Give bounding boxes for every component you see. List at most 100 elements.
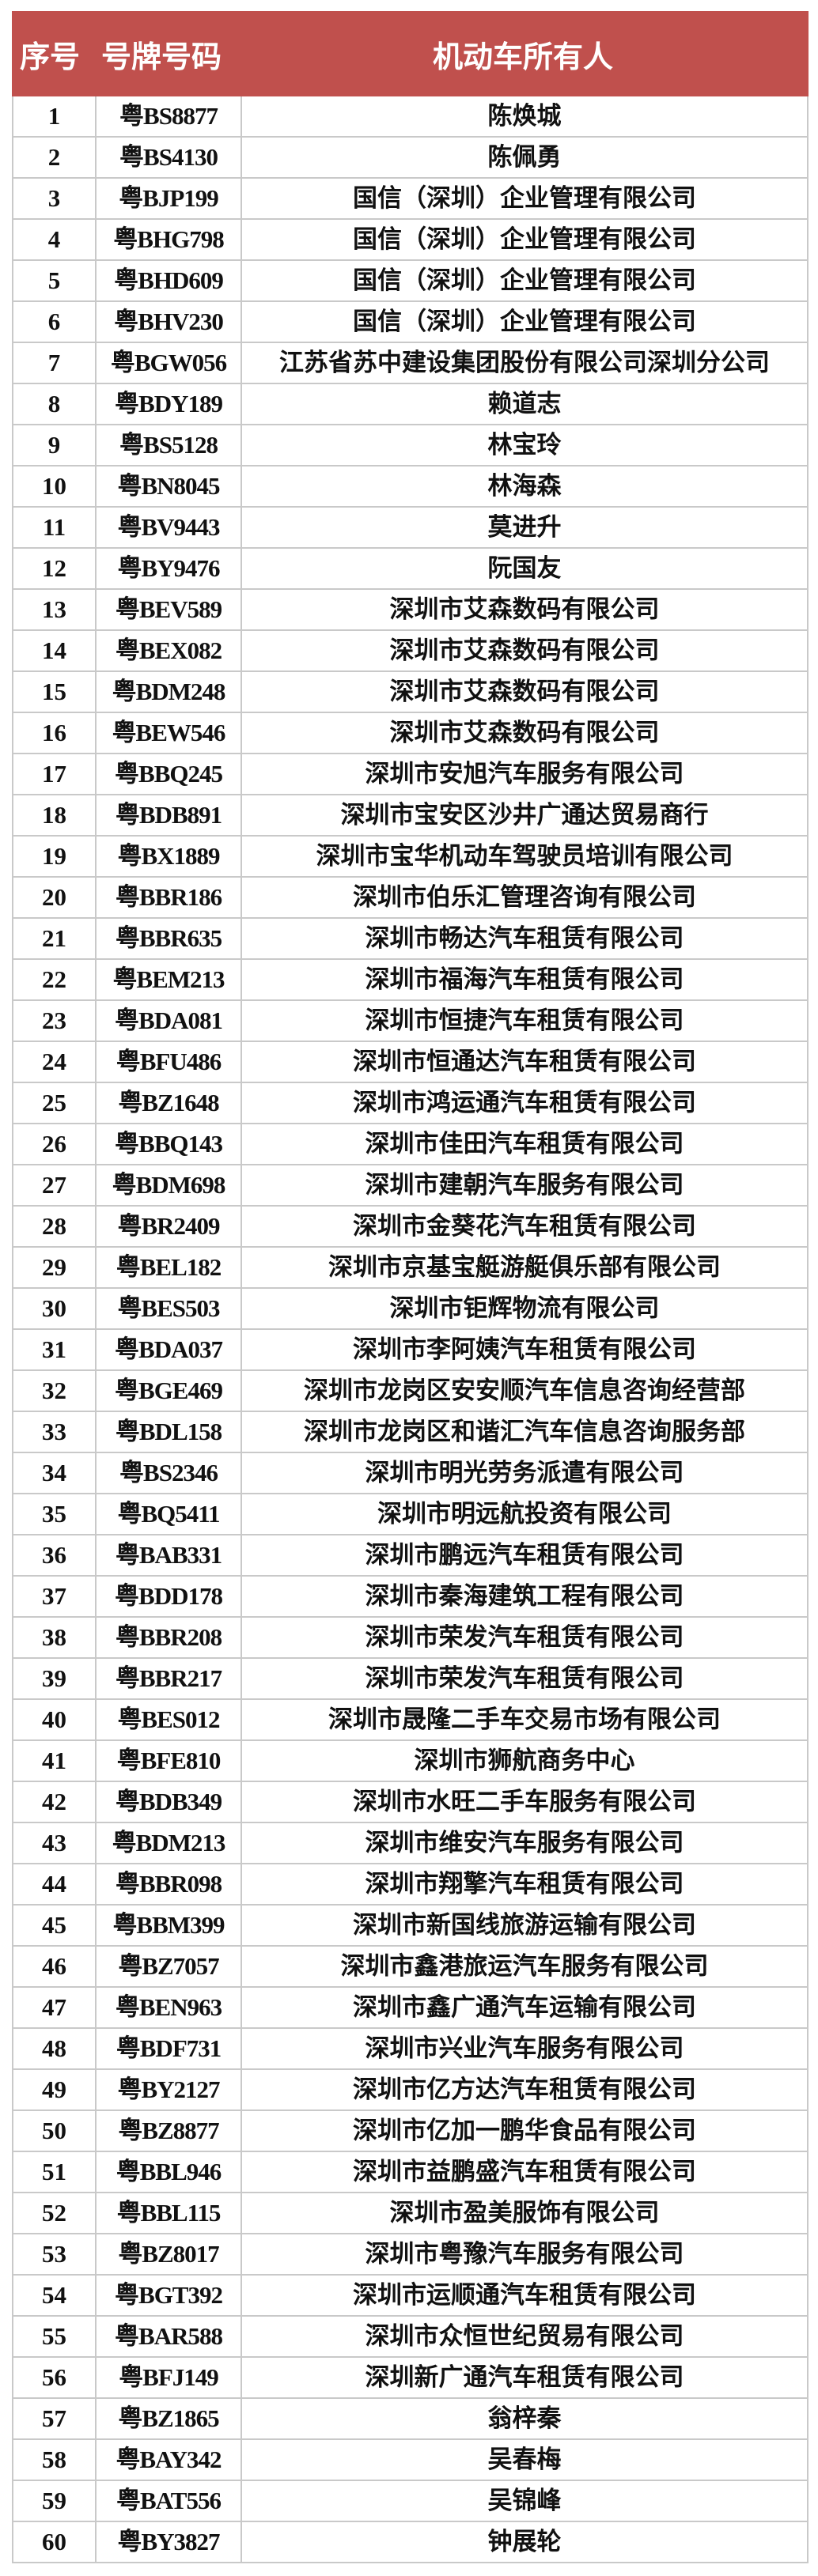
cell-owner: 深圳市艾森数码有限公司 [389, 636, 660, 664]
cell-index: 47 [13, 1988, 97, 2027]
cell-plate-number: 粤BY9476 [97, 549, 242, 588]
cell-owner: 深圳市宝华机动车驾驶员培训有限公司 [316, 842, 733, 870]
cell-plate-number: 粤BZ8877 [97, 2111, 242, 2151]
cell-owner: 深圳市龙岗区和谐汇汽车信息咨询服务部 [304, 1418, 745, 1445]
cell-plate-number: 粤BY3827 [97, 2522, 242, 2562]
cell-owner: 深圳市晟隆二手车交易市场有限公司 [328, 1705, 721, 1733]
cell-plate-number: 粤BN8045 [97, 466, 242, 506]
table-row: 18 粤BDB891 深圳市宝安区沙井广通达贸易商行 [13, 795, 807, 837]
cell-plate-number: 粤BZ7057 [97, 1947, 242, 1986]
cell-plate-number: 粤BDY189 [97, 384, 242, 424]
table-row: 34 粤BS2346 深圳市明光劳务派遣有限公司 [13, 1453, 807, 1494]
table-row: 60 粤BY3827 钟展轮 [13, 2522, 807, 2563]
cell-index: 56 [13, 2358, 97, 2397]
table-row: 43 粤BDM213 深圳市维安汽车服务有限公司 [13, 1823, 807, 1864]
table-row: 59 粤BAT556 吴锦峰 [13, 2481, 807, 2522]
table-row: 54 粤BGT392 深圳市运顺通汽车租赁有限公司 [13, 2276, 807, 2317]
cell-index: 48 [13, 2029, 97, 2068]
cell-owner: 深圳市狮航商务中心 [414, 1747, 635, 1774]
cell-index: 6 [13, 302, 97, 342]
cell-plate-number: 粤BAY342 [97, 2440, 242, 2480]
cell-plate-number: 粤BEN963 [97, 1988, 242, 2027]
cell-plate-number: 粤BJP199 [97, 179, 242, 218]
cell-plate-number: 粤BHG798 [97, 220, 242, 259]
table-row: 5 粤BHD609 国信（深圳）企业管理有限公司 [13, 261, 807, 302]
cell-index: 52 [13, 2193, 97, 2233]
cell-owner: 深圳市兴业汽车服务有限公司 [365, 2034, 684, 2062]
cell-owner: 翁梓秦 [487, 2404, 562, 2432]
cell-index: 29 [13, 1248, 97, 1287]
cell-plate-number: 粤BAR588 [97, 2317, 242, 2356]
cell-index: 4 [13, 220, 97, 259]
cell-owner: 深圳市伯乐汇管理咨询有限公司 [353, 883, 696, 911]
header-plate-number: 号牌号码 [101, 40, 222, 74]
table-row: 40 粤BES012 深圳市晟隆二手车交易市场有限公司 [13, 1700, 807, 1741]
cell-index: 5 [13, 261, 97, 300]
table-row: 46 粤BZ7057 深圳市鑫港旅运汽车服务有限公司 [13, 1947, 807, 1988]
table-row: 16 粤BEW546 深圳市艾森数码有限公司 [13, 713, 807, 754]
table-row: 41 粤BFE810 深圳市狮航商务中心 [13, 1741, 807, 1782]
table-row: 31 粤BDA037 深圳市李阿姨汽车租赁有限公司 [13, 1330, 807, 1371]
table-row: 42 粤BDB349 深圳市水旺二手车服务有限公司 [13, 1782, 807, 1823]
cell-index: 8 [13, 384, 97, 424]
cell-plate-number: 粤BX1889 [97, 837, 242, 876]
cell-index: 46 [13, 1947, 97, 1986]
table-row: 3 粤BJP199 国信（深圳）企业管理有限公司 [13, 179, 807, 220]
table-row: 2 粤BS4130 陈佩勇 [13, 138, 807, 179]
cell-index: 21 [13, 919, 97, 958]
table-row: 51 粤BBL946 深圳市益鹏盛汽车租赁有限公司 [13, 2152, 807, 2193]
table-row: 57 粤BZ1865 翁梓秦 [13, 2399, 807, 2440]
cell-index: 18 [13, 795, 97, 835]
cell-owner: 深圳市畅达汽车租赁有限公司 [365, 924, 684, 952]
cell-index: 41 [13, 1741, 97, 1781]
cell-index: 17 [13, 754, 97, 794]
cell-plate-number: 粤BDB349 [97, 1782, 242, 1822]
cell-owner: 吴春梅 [487, 2446, 562, 2473]
table-row: 37 粤BDD178 深圳市秦海建筑工程有限公司 [13, 1577, 807, 1618]
cell-plate-number: 粤BDM248 [97, 672, 242, 712]
table-row: 8 粤BDY189 赖道志 [13, 384, 807, 425]
cell-index: 2 [13, 138, 97, 177]
cell-owner: 深圳市鹏远汽车租赁有限公司 [365, 1541, 684, 1569]
cell-index: 28 [13, 1207, 97, 1246]
cell-plate-number: 粤BHD609 [97, 261, 242, 300]
table-row: 44 粤BBR098 深圳市翔擎汽车租赁有限公司 [13, 1864, 807, 1906]
cell-index: 38 [13, 1618, 97, 1657]
table-row: 26 粤BBQ143 深圳市佳田汽车租赁有限公司 [13, 1124, 807, 1165]
table-row: 30 粤BES503 深圳市钜辉物流有限公司 [13, 1289, 807, 1330]
cell-index: 27 [13, 1165, 97, 1205]
cell-owner: 国信（深圳）企业管理有限公司 [353, 308, 696, 335]
table-row: 6 粤BHV230 国信（深圳）企业管理有限公司 [13, 302, 807, 343]
table-row: 21 粤BBR635 深圳市畅达汽车租赁有限公司 [13, 919, 807, 960]
cell-owner: 深圳市维安汽车服务有限公司 [365, 1829, 684, 1856]
cell-plate-number: 粤BDF731 [97, 2029, 242, 2068]
cell-owner: 陈佩勇 [487, 143, 562, 171]
cell-owner: 深圳市翔擎汽车租赁有限公司 [365, 1870, 684, 1898]
cell-plate-number: 粤BEL182 [97, 1248, 242, 1287]
cell-plate-number: 粤BBR217 [97, 1659, 242, 1698]
table-row: 15 粤BDM248 深圳市艾森数码有限公司 [13, 672, 807, 713]
cell-index: 39 [13, 1659, 97, 1698]
cell-index: 24 [13, 1042, 97, 1082]
cell-plate-number: 粤BDA081 [97, 1001, 242, 1041]
table-row: 13 粤BEV589 深圳市艾森数码有限公司 [13, 590, 807, 631]
cell-plate-number: 粤BEW546 [97, 713, 242, 753]
cell-index: 9 [13, 425, 97, 465]
table-row: 56 粤BFJ149 深圳新广通汽车租赁有限公司 [13, 2358, 807, 2399]
cell-owner: 深圳市佳田汽车租赁有限公司 [365, 1130, 684, 1158]
cell-owner: 深圳市安旭汽车服务有限公司 [365, 760, 684, 788]
cell-owner: 深圳市亿加一鹏华食品有限公司 [353, 2117, 696, 2144]
table-row: 27 粤BDM698 深圳市建朝汽车服务有限公司 [13, 1165, 807, 1207]
cell-index: 36 [13, 1535, 97, 1575]
cell-index: 19 [13, 837, 97, 876]
cell-plate-number: 粤BEV589 [97, 590, 242, 629]
cell-plate-number: 粤BFE810 [97, 1741, 242, 1781]
cell-index: 51 [13, 2152, 97, 2192]
cell-owner: 吴锦峰 [487, 2487, 562, 2514]
cell-plate-number: 粤BBR208 [97, 1618, 242, 1657]
table-row: 33 粤BDL158 深圳市龙岗区和谐汇汽车信息咨询服务部 [13, 1412, 807, 1453]
cell-plate-number: 粤BZ8017 [97, 2234, 242, 2274]
cell-index: 42 [13, 1782, 97, 1822]
cell-owner: 深圳市鑫港旅运汽车服务有限公司 [340, 1952, 709, 1980]
cell-plate-number: 粤BES503 [97, 1289, 242, 1328]
